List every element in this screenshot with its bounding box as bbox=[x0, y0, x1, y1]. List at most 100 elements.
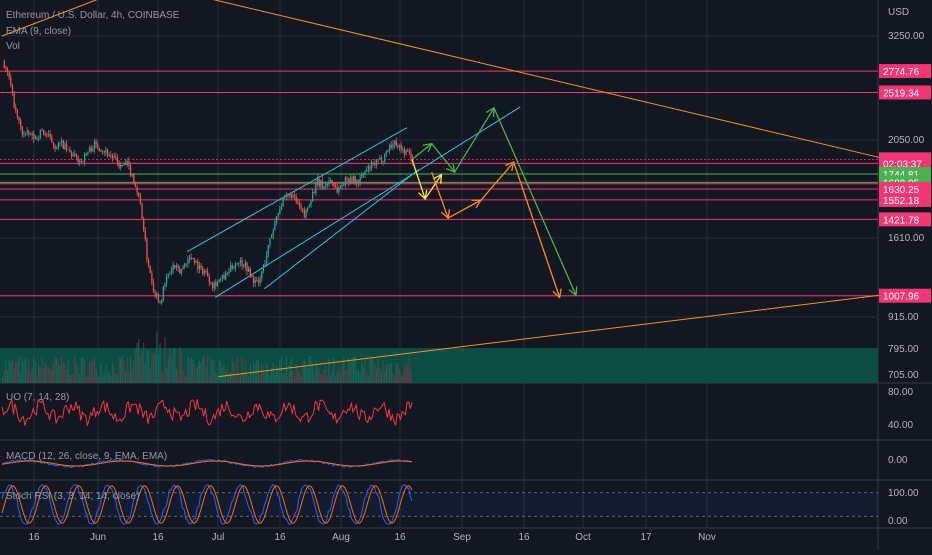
volume-bar bbox=[118, 357, 120, 383]
price-tick-label: 2050.00 bbox=[888, 135, 925, 146]
candle-body bbox=[87, 151, 89, 154]
volume-bar bbox=[246, 374, 248, 383]
price-level-label: 1552.18 bbox=[883, 196, 920, 207]
candle-body bbox=[357, 180, 360, 183]
volume-bar bbox=[311, 363, 314, 383]
candle-body bbox=[218, 279, 220, 282]
candle-body bbox=[323, 186, 325, 189]
stoch-legend[interactable]: Stoch RSI (3, 3, 14, 14, close) bbox=[6, 491, 140, 502]
uo-legend[interactable]: UO (7, 14, 28) bbox=[6, 392, 70, 403]
volume-bar bbox=[190, 358, 192, 383]
volume-bar bbox=[20, 374, 22, 383]
volume-bar bbox=[321, 375, 323, 383]
stoch-d-line bbox=[1, 485, 413, 524]
volume-bar bbox=[285, 356, 287, 383]
candle-body bbox=[390, 145, 392, 148]
currency-label: USD bbox=[888, 7, 909, 18]
candle-body bbox=[120, 164, 122, 168]
volume-bar bbox=[239, 376, 241, 383]
macd-legend[interactable]: MACD (12, 26, close, 9, EMA, EMA) bbox=[6, 451, 168, 462]
volume-bar bbox=[16, 361, 18, 383]
volume-bar bbox=[272, 362, 274, 383]
volume-bar bbox=[70, 375, 73, 383]
candle-body bbox=[180, 268, 183, 274]
volume-bar bbox=[234, 374, 237, 383]
candle-body bbox=[84, 153, 86, 162]
volume-bar bbox=[325, 362, 327, 383]
volume-bar bbox=[26, 368, 28, 383]
volume-bar bbox=[318, 368, 320, 383]
vol-legend[interactable]: Vol bbox=[6, 41, 20, 52]
volume-bar bbox=[75, 363, 77, 383]
volume-bar bbox=[39, 367, 41, 383]
candle-body bbox=[77, 156, 79, 162]
ascending-support-line bbox=[218, 294, 880, 378]
volume-bar bbox=[98, 376, 100, 383]
candle-body bbox=[313, 192, 315, 194]
candle-body bbox=[356, 180, 358, 184]
candle-body bbox=[256, 280, 258, 281]
volume-bar bbox=[339, 373, 342, 383]
volume-bar bbox=[244, 361, 246, 383]
symbol-legend[interactable]: Ethereum / U.S. Dollar, 4h, COINBASE bbox=[6, 10, 180, 21]
candle-body bbox=[184, 263, 186, 267]
volume-bar bbox=[188, 360, 191, 383]
candle-body bbox=[359, 177, 361, 183]
volume-bar bbox=[330, 376, 332, 383]
time-axis[interactable]: 16 Jun 16 Jul 16 Aug 16 Sep 16 Oct 17 Nov bbox=[28, 532, 715, 543]
volume-bar bbox=[179, 347, 181, 383]
price-axis[interactable]: USD3250.002050.001610.001010.00915.00795… bbox=[879, 7, 931, 527]
volume-bar bbox=[62, 361, 64, 383]
candle-body bbox=[241, 259, 243, 267]
candle-body bbox=[264, 263, 266, 265]
price-level-label: 2774.76 bbox=[883, 67, 920, 78]
volume-bar bbox=[65, 369, 68, 383]
indicator-tick-label: 80.00 bbox=[888, 387, 913, 398]
price-tick-label: 1610.00 bbox=[888, 233, 925, 244]
ema-legend[interactable]: EMA (9, close) bbox=[6, 26, 72, 37]
volume-bar bbox=[320, 374, 322, 383]
volume-bar bbox=[402, 375, 404, 383]
candle-body bbox=[290, 193, 292, 199]
volume-bar bbox=[38, 364, 40, 383]
price-tick-label: 915.00 bbox=[888, 312, 919, 323]
volume-bar bbox=[166, 368, 168, 383]
volume-bar bbox=[138, 338, 140, 383]
price-level-label: 1007.96 bbox=[883, 292, 920, 303]
volume-bar bbox=[344, 370, 346, 383]
candle-body bbox=[31, 133, 33, 136]
candle-body bbox=[90, 147, 92, 152]
candle-body bbox=[361, 173, 363, 178]
candle-body bbox=[208, 276, 210, 282]
candle-body bbox=[151, 273, 153, 283]
candle-body bbox=[362, 173, 365, 175]
candle-body bbox=[349, 177, 351, 183]
candle-body bbox=[266, 254, 268, 264]
volume-bar bbox=[97, 374, 99, 383]
volume-bar bbox=[207, 355, 209, 383]
candle-body bbox=[392, 144, 394, 148]
volume-bar bbox=[326, 375, 328, 383]
candle-body bbox=[82, 161, 84, 163]
candle-body bbox=[61, 140, 63, 143]
volume-bar bbox=[46, 365, 48, 383]
volume-bar bbox=[169, 348, 171, 383]
volume-bar bbox=[249, 363, 251, 383]
candle-body bbox=[379, 157, 381, 160]
volume-bar bbox=[102, 376, 104, 383]
volume-bar bbox=[351, 357, 353, 383]
volume-bar bbox=[359, 373, 361, 383]
volume-bar bbox=[198, 361, 200, 383]
candle-body bbox=[159, 302, 161, 303]
volume-bar bbox=[80, 357, 82, 383]
volume-bar bbox=[174, 347, 176, 383]
candle-body bbox=[346, 177, 348, 180]
candle-body bbox=[144, 230, 146, 240]
candle-body bbox=[38, 138, 40, 139]
volume-bar bbox=[267, 371, 269, 383]
candle-body bbox=[47, 134, 50, 136]
candle-body bbox=[295, 195, 297, 202]
